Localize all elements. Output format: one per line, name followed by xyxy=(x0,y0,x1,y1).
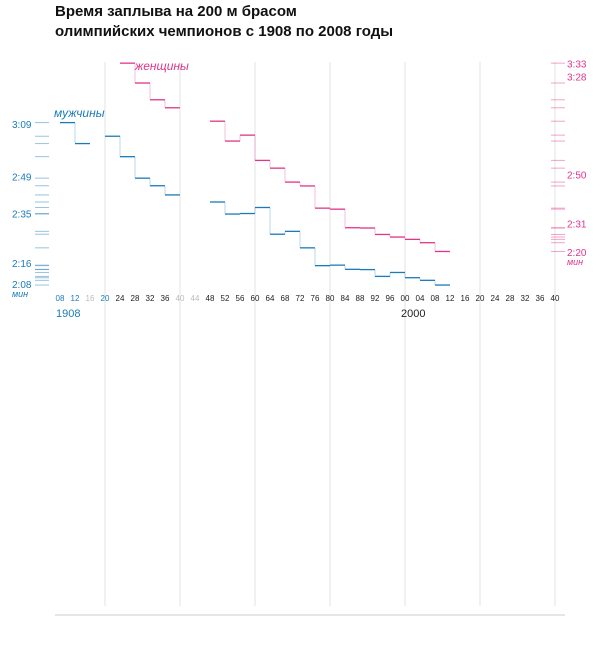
chart-title: Время заплыва на 200 м брасом олимпийски… xyxy=(55,2,393,42)
right-tick-label: 2:31 xyxy=(567,220,587,231)
left-tick-label: 2:08 xyxy=(12,280,32,291)
chart-title-line-1: Время заплыва на 200 м брасом xyxy=(55,3,297,20)
x-tick-label: 56 xyxy=(236,294,245,303)
series-layer xyxy=(60,62,450,286)
right-axis-unit: мин xyxy=(567,257,583,267)
era-label-2000: 2000 xyxy=(401,308,425,320)
right-tick-label: 3:28 xyxy=(567,73,587,84)
x-tick-label: 84 xyxy=(341,294,350,303)
x-tick-label: 80 xyxy=(326,294,335,303)
x-tick-label: 64 xyxy=(266,294,275,303)
x-tick-label: 20 xyxy=(101,294,110,303)
x-tick-label: 88 xyxy=(356,294,365,303)
x-tick-label: 40 xyxy=(176,294,185,303)
right-tick-label: 2:20 xyxy=(567,248,587,259)
series-men xyxy=(60,121,450,286)
right-tick-label: 2:50 xyxy=(567,171,587,182)
x-tick-label: 12 xyxy=(71,294,80,303)
x-tick-label: 48 xyxy=(206,294,215,303)
series-women xyxy=(120,62,450,253)
x-tick-label: 68 xyxy=(281,294,290,303)
x-tick-label: 32 xyxy=(146,294,155,303)
x-tick-label: 16 xyxy=(461,294,470,303)
left-tick-label: 2:16 xyxy=(12,259,32,270)
series-label-women: женщины xyxy=(134,59,189,73)
series-label-men: мужчины xyxy=(54,106,105,120)
x-tick-label: 36 xyxy=(161,294,170,303)
x-tick-label: 00 xyxy=(401,294,410,303)
x-tick-label: 76 xyxy=(311,294,320,303)
left-tick-label: 2:35 xyxy=(12,209,32,220)
x-tick-label: 60 xyxy=(251,294,260,303)
x-tick-label: 24 xyxy=(491,294,500,303)
x-tick-label: 04 xyxy=(416,294,425,303)
x-tick-label: 40 xyxy=(551,294,560,303)
x-tick-label: 28 xyxy=(131,294,140,303)
x-axis: 08 12 16 20 24 28 32 36 40 44 48 52 56 60 64 68 72 76 80 84… xyxy=(56,294,560,320)
x-tick-label: 20 xyxy=(476,294,485,303)
x-tick-label: 08 xyxy=(431,294,440,303)
grid xyxy=(55,62,565,616)
left-axis-unit: мин xyxy=(12,289,28,299)
era-label-1908: 1908 xyxy=(56,308,80,320)
left-y-axis: 3:09 2:49 2:35 2:16 2:08 xyxy=(12,120,49,291)
x-tick-label: 92 xyxy=(371,294,380,303)
chart-title-line-2: олимпийских чемпионов с 1908 по 2008 год… xyxy=(55,23,394,40)
x-tick-label: 16 xyxy=(86,294,95,303)
x-tick-label: 12 xyxy=(446,294,455,303)
x-tick-label: 36 xyxy=(536,294,545,303)
x-tick-label: 72 xyxy=(296,294,305,303)
x-tick-label: 96 xyxy=(386,294,395,303)
x-tick-label: 52 xyxy=(221,294,230,303)
right-tick-label: 3:33 xyxy=(567,60,587,71)
left-tick-label: 2:49 xyxy=(12,173,32,184)
x-tick-label: 24 xyxy=(116,294,125,303)
right-y-axis: 3:33 3:28 2:50 2:31 2:20 xyxy=(551,60,587,259)
x-tick-label: 08 xyxy=(56,294,65,303)
x-tick-label: 44 xyxy=(191,294,200,303)
left-tick-label: 3:09 xyxy=(12,120,32,131)
x-tick-label: 32 xyxy=(521,294,530,303)
x-tick-label: 28 xyxy=(506,294,515,303)
